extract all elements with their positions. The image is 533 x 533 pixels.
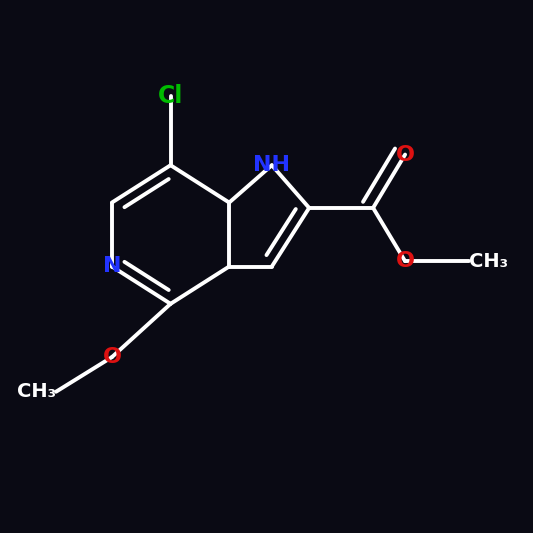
Text: Cl: Cl (158, 84, 183, 108)
Text: N: N (103, 256, 121, 277)
Text: CH₃: CH₃ (469, 252, 508, 271)
Text: CH₃: CH₃ (17, 382, 56, 401)
Text: NH: NH (253, 155, 290, 175)
Text: O: O (395, 144, 415, 165)
Text: O: O (395, 251, 415, 271)
Text: O: O (102, 347, 122, 367)
